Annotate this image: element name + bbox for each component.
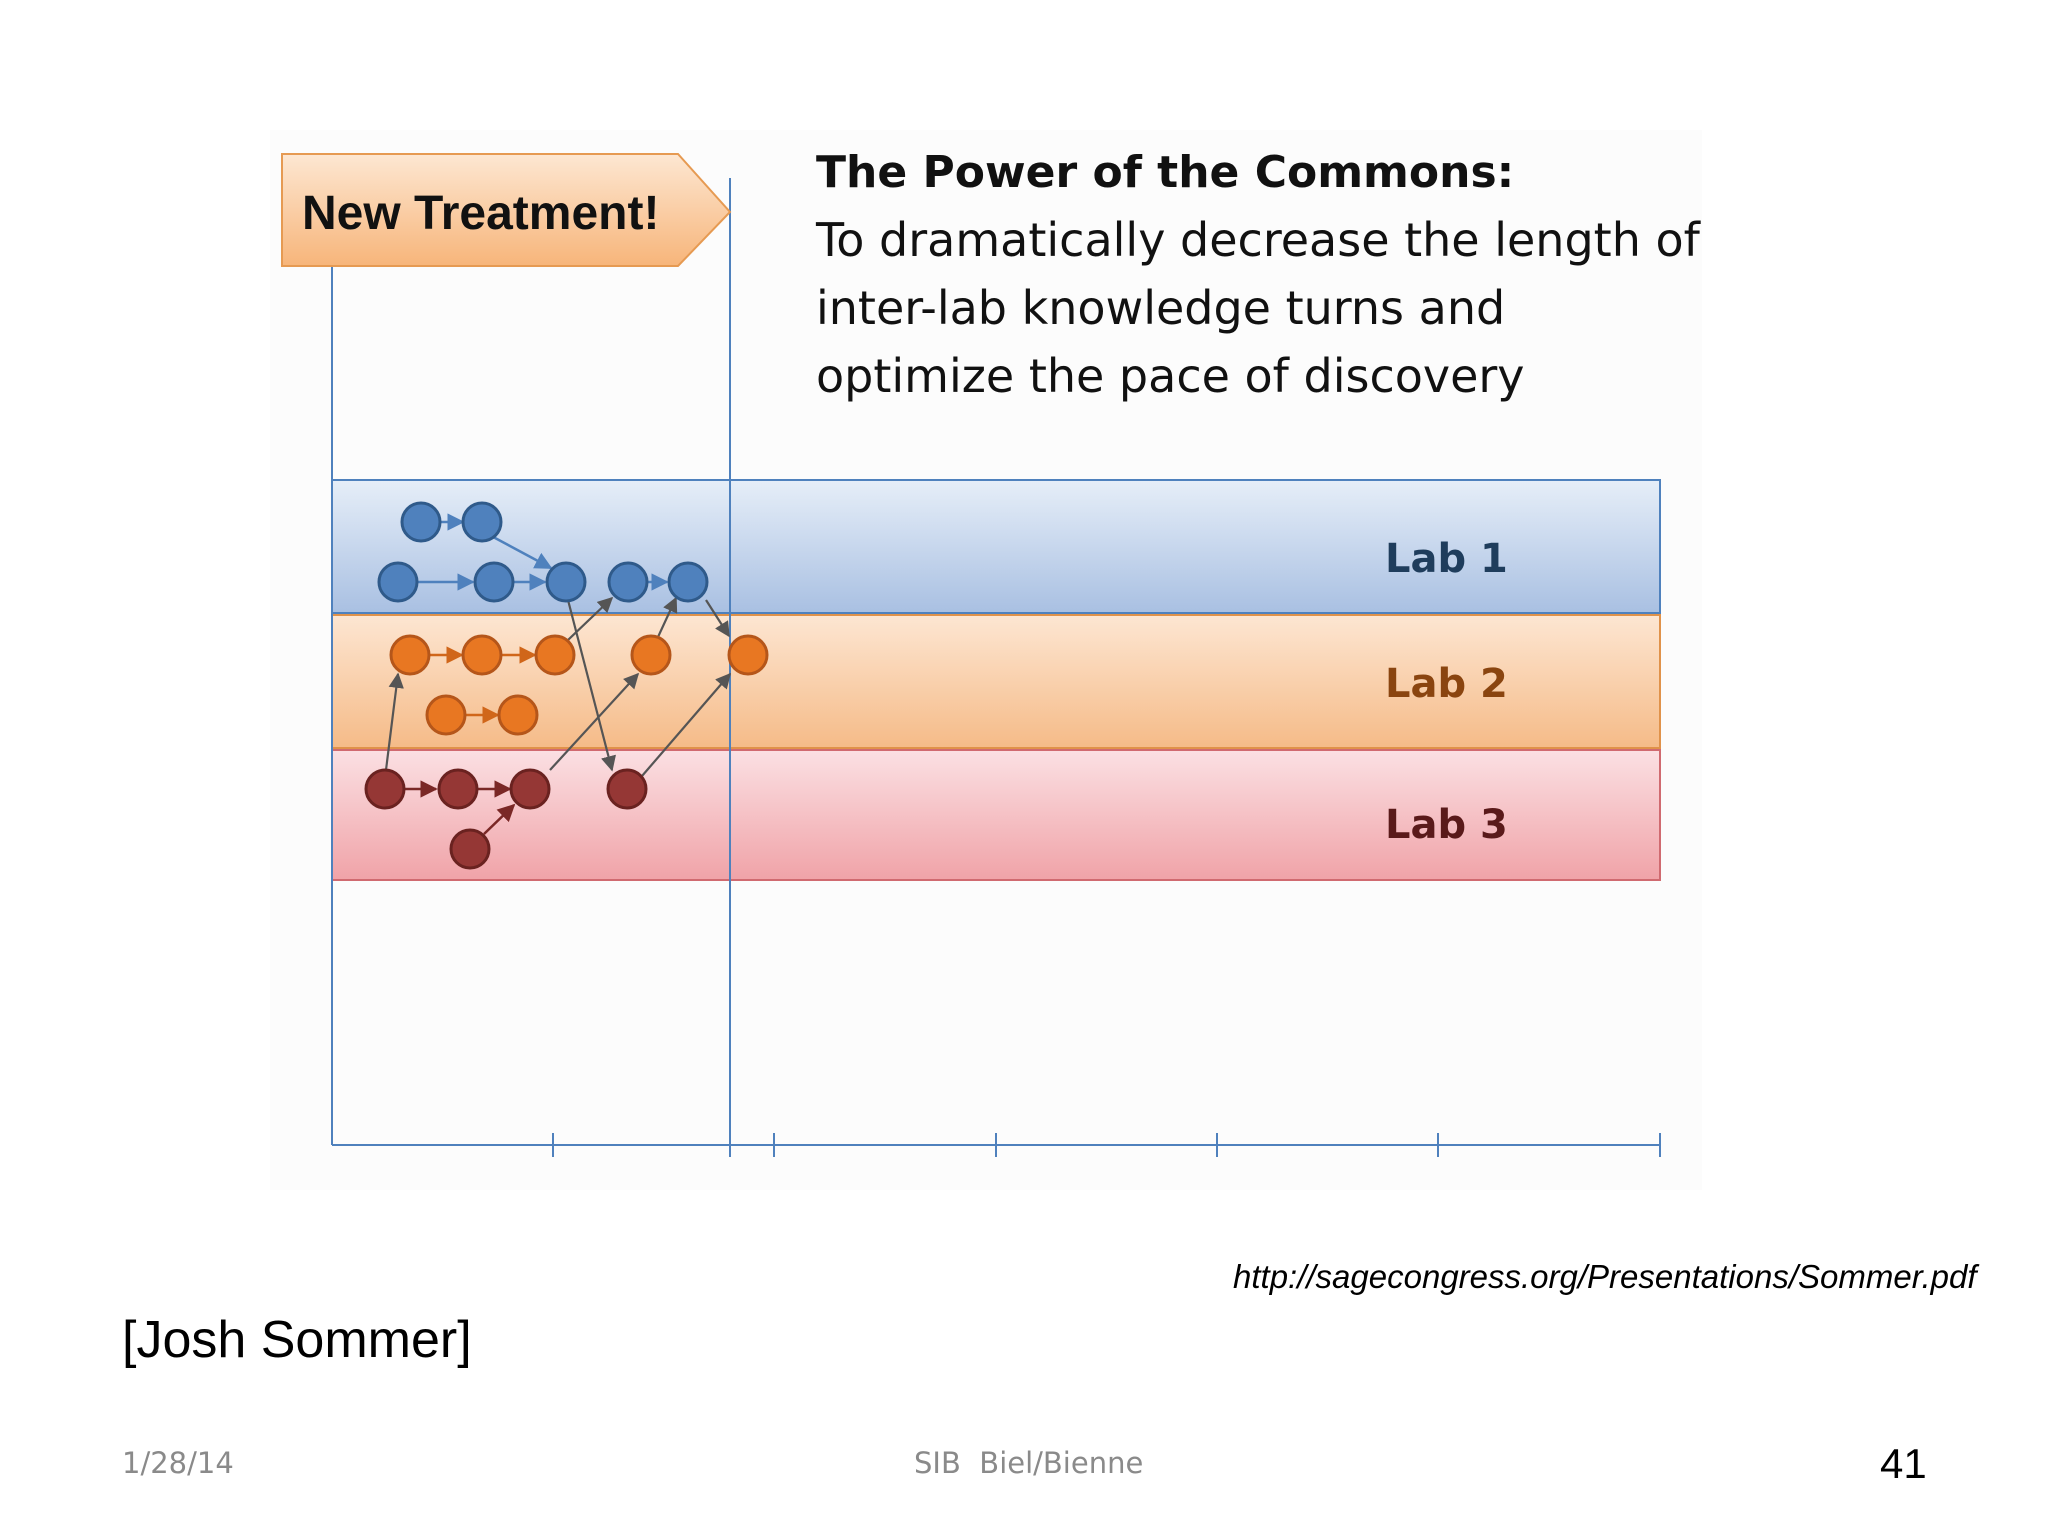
attribution: [Josh Sommer]: [122, 1311, 472, 1369]
lab-2-lane: [331, 614, 1661, 749]
source-url-link[interactable]: http://sagecongress.org/Presentations/So…: [1233, 1258, 1977, 1295]
timeline-axis: [331, 178, 1661, 1157]
lab-1-arrows: [418, 513, 669, 591]
lab-2-node: [425, 694, 467, 736]
callout-label: New Treatment!: [302, 187, 659, 240]
lab-1-node: [667, 561, 709, 603]
headline: The Power of the Commons: To dramaticall…: [816, 140, 1716, 410]
lab-3-node: [437, 768, 479, 810]
lab-2-node: [534, 634, 576, 676]
lab-2-arrows: [430, 646, 537, 724]
headline-title: The Power of the Commons:: [816, 147, 1515, 198]
lab-1-node: [545, 561, 587, 603]
lab-3-node: [449, 828, 491, 870]
lab-2-node: [389, 634, 431, 676]
lab-3-lane: [331, 749, 1661, 881]
lab-1-node: [461, 501, 503, 543]
lab-1-label: Lab 1: [1385, 536, 1508, 582]
lab-3-node: [509, 768, 551, 810]
footer-venue: SIB Biel/Bienne: [914, 1446, 1144, 1480]
lab-1-node: [377, 561, 419, 603]
lab-2-node: [630, 634, 672, 676]
lab-1-node: [473, 561, 515, 603]
lab-lanes: [331, 479, 1661, 881]
lab-2-node: [727, 634, 769, 676]
lab-3-arrows: [404, 780, 516, 835]
lab-3-nodes: [364, 768, 648, 870]
new-treatment-callout: New Treatment!: [281, 153, 732, 267]
lab-3-node: [364, 768, 406, 810]
lab-2-nodes: [389, 634, 769, 736]
footer-date: 1/28/14: [122, 1446, 234, 1480]
lab-3-node: [606, 768, 648, 810]
lab-3-label: Lab 3: [1385, 802, 1508, 848]
headline-body: To dramatically decrease the length of i…: [816, 213, 1700, 403]
lab-1-node: [400, 501, 442, 543]
page-number: 41: [1880, 1440, 1927, 1487]
lab-2-node: [497, 694, 539, 736]
lab-1-node: [607, 561, 649, 603]
lab-2-node: [461, 634, 503, 676]
inter-lab-arrows: [384, 596, 732, 777]
lab-1-nodes: [377, 501, 709, 603]
lab-2-label: Lab 2: [1385, 661, 1508, 707]
